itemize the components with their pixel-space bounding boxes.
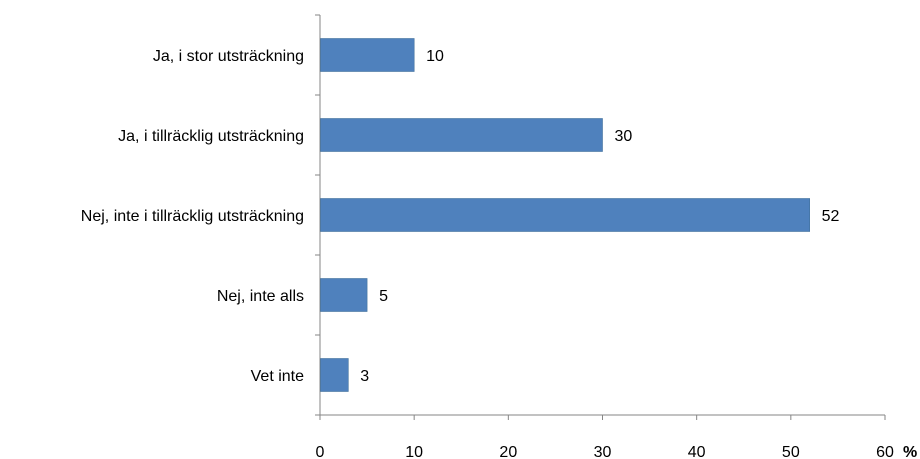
bar	[320, 118, 603, 152]
bar	[320, 38, 415, 72]
x-tick-label: 10	[405, 444, 423, 459]
x-tick-label: 50	[782, 444, 800, 459]
x-tick-label: 20	[499, 444, 517, 459]
bar	[320, 358, 349, 392]
x-tick-label: 60	[876, 444, 894, 459]
bars	[320, 38, 811, 392]
bar	[320, 198, 811, 232]
x-axis-ticks	[319, 415, 886, 420]
x-axis-unit-label: %	[903, 444, 917, 459]
x-tick-label: 0	[316, 444, 325, 459]
category-label: Ja, i stor utsträckning	[153, 48, 304, 65]
data-label: 10	[426, 48, 444, 65]
category-label: Nej, inte i tillräcklig utsträckning	[81, 208, 304, 225]
data-label: 30	[615, 128, 633, 145]
x-tick-label: 30	[594, 444, 612, 459]
category-label: Vet inte	[251, 368, 304, 385]
x-tick-label: 40	[688, 444, 706, 459]
y-axis-ticks	[315, 14, 320, 416]
category-label: Ja, i tillräcklig utsträckning	[118, 128, 304, 145]
data-labels: 10 30 52 5 3	[360, 48, 839, 385]
x-tick-labels: 0 10 20 30 40 50 60	[316, 444, 894, 459]
data-label: 52	[822, 208, 840, 225]
bar	[320, 278, 368, 312]
data-label: 5	[379, 288, 388, 305]
category-labels: Ja, i stor utsträckning Ja, i tillräcklig…	[81, 48, 304, 385]
data-label: 3	[360, 368, 369, 385]
category-label: Nej, inte alls	[217, 288, 304, 305]
